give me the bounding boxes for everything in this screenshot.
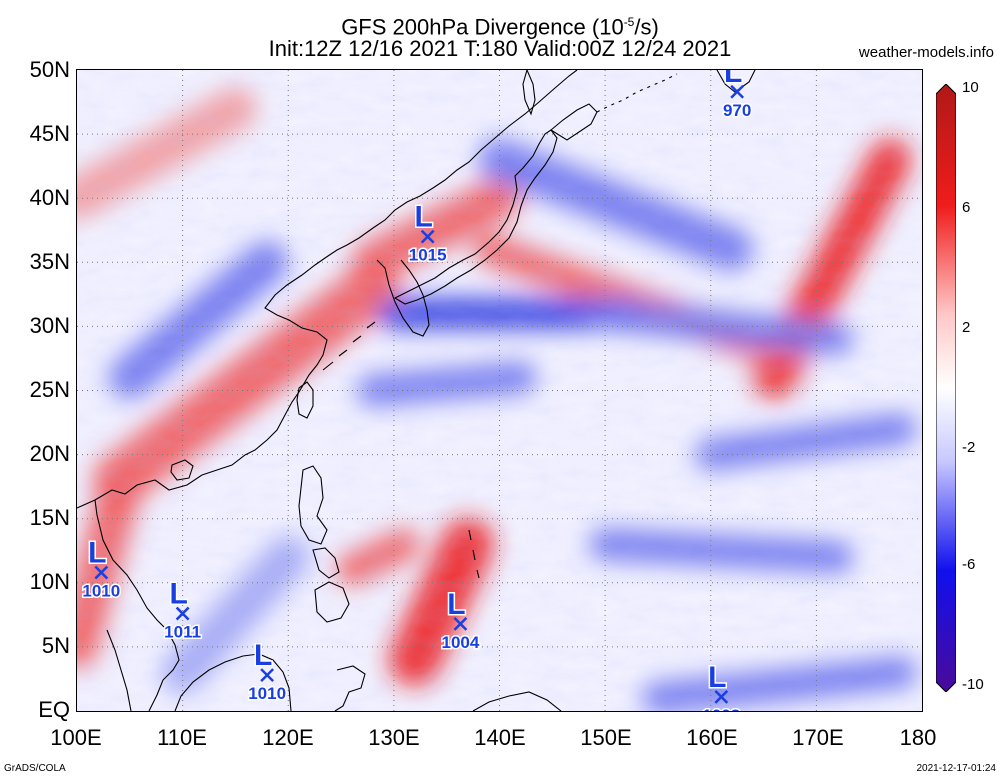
coastline-indochina	[94, 499, 180, 711]
software-credit: GrADS/COLA	[4, 763, 66, 774]
colorbar-label-10: 10	[962, 79, 979, 96]
low-pressure-center: L 1011	[163, 576, 203, 643]
lon-label-100E: 100E	[50, 725, 102, 750]
center-x-mark	[453, 616, 468, 631]
coastline-kamchatka	[716, 70, 756, 93]
coastline-ryukyu	[322, 321, 376, 371]
coastlines	[77, 70, 756, 711]
coastline-new-guinea-north	[472, 691, 562, 711]
render-timestamp: 2021-12-17-01:24	[916, 763, 996, 774]
site-watermark: weather-models.info	[858, 44, 994, 61]
lon-label-170E: 170E	[792, 725, 844, 750]
lon-label-160E: 160E	[686, 725, 738, 750]
coastline-asia-mainland	[77, 70, 578, 509]
lat-label-40N: 40N	[29, 185, 70, 210]
center-x-mark	[175, 606, 190, 621]
lon-label-120E: 120E	[262, 725, 314, 750]
low-symbol: L	[447, 588, 465, 621]
low-symbol: L	[724, 70, 742, 89]
map-plot-area: L 970 L 1015 L 1010 L 1011 L 1010 L 1004 L 1008	[76, 69, 923, 712]
low-pressure-center: L 1010	[247, 638, 288, 705]
coastline-luzon	[298, 465, 328, 545]
low-symbol: L	[254, 639, 272, 672]
lon-label-180: 180	[899, 725, 937, 750]
coastline-sulawesi	[334, 665, 366, 711]
low-pressure-center: L 1008	[701, 659, 742, 711]
lon-label-140E: 140E	[474, 725, 526, 750]
chart-title-line2: Init:12Z 12/16 2021 T:180 Valid:00Z 12/2…	[268, 36, 732, 61]
title-units: /s)	[634, 14, 659, 40]
title-superscript: -5	[623, 15, 635, 29]
colorbar-label-2: 2	[962, 319, 971, 336]
low-pressure-center: L 1004	[440, 586, 481, 653]
pressure-centers: L 970 L 1015 L 1010 L 1011 L 1010 L 1004 L 1008	[81, 70, 753, 711]
coastline-taiwan	[296, 381, 314, 419]
lat-label-20N: 20N	[29, 441, 70, 466]
lat-label-10N: 10N	[29, 569, 70, 594]
coastline-sumatra-malaya	[106, 629, 132, 711]
center-pressure-value: 1004	[442, 633, 480, 652]
low-symbol: L	[415, 201, 433, 234]
center-pressure-value: 1010	[248, 684, 286, 703]
low-pressure-center: L 970	[721, 70, 752, 121]
lat-label-30N: 30N	[29, 313, 70, 338]
title-text: GFS 200hPa Divergence (10	[341, 14, 624, 40]
lat-label-25N: 25N	[29, 377, 70, 402]
colorbar-label-neg2: -2	[962, 439, 976, 456]
center-x-mark	[730, 84, 745, 99]
lat-label-EQ: EQ	[38, 697, 70, 722]
lon-label-150E: 150E	[580, 725, 632, 750]
low-pressure-center: L 1010	[81, 535, 122, 602]
low-symbol: L	[88, 537, 106, 570]
lat-label-45N: 45N	[29, 121, 70, 146]
divergence-map: L 970 L 1015 L 1010 L 1011 L 1010 L 1004 L 1008	[77, 70, 922, 711]
center-x-mark	[94, 565, 109, 580]
low-symbol: L	[708, 661, 726, 694]
low-symbol: L	[169, 578, 187, 611]
center-pressure-value: 1010	[82, 582, 120, 601]
center-pressure-value: 1015	[409, 246, 447, 265]
chart-title-line1: GFS 200hPa Divergence (10-5/s)	[0, 10, 1000, 39]
colorbar-label-neg6: -6	[962, 556, 976, 573]
center-x-mark	[714, 690, 729, 704]
center-pressure-value: 1011	[164, 623, 201, 642]
center-pressure-value: 1008	[702, 706, 740, 711]
coastline-korea	[376, 259, 430, 337]
coastline-hainan	[170, 459, 194, 481]
center-pressure-value: 970	[723, 101, 751, 120]
colorbar	[936, 84, 956, 692]
lat-lon-grid	[77, 70, 922, 711]
colorbar-label-6: 6	[962, 199, 971, 216]
coastline-mindanao	[314, 581, 350, 623]
coastline-visayas	[312, 547, 340, 579]
lon-label-130E: 130E	[368, 725, 420, 750]
lon-label-110E: 110E	[157, 725, 207, 750]
lat-label-15N: 15N	[29, 505, 70, 530]
colorbar-label-neg10: -10	[962, 676, 984, 693]
center-x-mark	[260, 668, 275, 682]
center-x-mark	[420, 229, 435, 244]
lat-label-5N: 5N	[41, 633, 70, 658]
coastline-marianas	[468, 529, 480, 579]
lat-label-50N: 50N	[29, 57, 70, 82]
lat-label-35N: 35N	[29, 249, 70, 274]
colorbar-gradient	[936, 84, 956, 692]
coastline-borneo	[174, 653, 292, 711]
coastline-sakhalin	[522, 70, 536, 116]
low-pressure-center: L 1015	[407, 199, 448, 266]
